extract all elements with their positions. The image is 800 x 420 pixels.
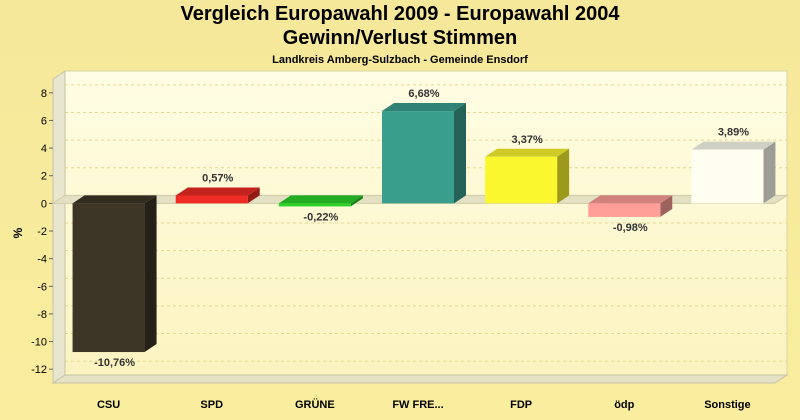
bar-side xyxy=(660,195,673,217)
y-tick-label: -4 xyxy=(37,254,47,266)
data-label: 3,89% xyxy=(718,127,749,139)
x-tick-label: SPD xyxy=(200,399,223,411)
data-label: -0,98% xyxy=(613,222,648,234)
bar-front xyxy=(485,156,558,204)
plot-side-wall xyxy=(52,70,66,384)
x-tick-label: FW FRE... xyxy=(392,399,443,411)
data-label: -0,22% xyxy=(303,211,338,223)
y-tick-label: -8 xyxy=(37,309,47,321)
bar-5[interactable] xyxy=(588,195,673,217)
bar-front xyxy=(72,203,145,353)
y-tick-label: 6 xyxy=(41,115,47,127)
bar-front xyxy=(588,203,661,217)
y-tick-label: 2 xyxy=(41,171,47,183)
bar-front xyxy=(278,203,351,207)
bar-top xyxy=(72,195,157,204)
x-tick-label: CSU xyxy=(97,399,120,411)
data-label: 6,68% xyxy=(408,88,439,100)
bar-2[interactable] xyxy=(278,195,363,207)
bar-0[interactable] xyxy=(72,195,157,353)
bar-front xyxy=(175,195,248,204)
bar-top xyxy=(691,141,776,150)
bar-side xyxy=(144,195,157,353)
y-axis-label: % xyxy=(11,227,25,238)
plot-floor xyxy=(51,374,789,384)
bar-front xyxy=(691,149,764,204)
bar-top xyxy=(175,187,260,196)
bar-side xyxy=(454,103,466,204)
bar-top xyxy=(382,103,466,112)
bar-side xyxy=(763,141,776,204)
bar-top xyxy=(485,148,570,157)
x-tick-label: Sonstige xyxy=(704,399,750,411)
data-label: 0,57% xyxy=(202,172,233,184)
y-tick-label: -12 xyxy=(31,364,47,376)
chart-title: Vergleich Europawahl 2009 - Europawahl 2… xyxy=(180,3,620,25)
bar-side xyxy=(557,148,570,204)
y-tick-label: 0 xyxy=(41,198,47,210)
y-tick-label: 4 xyxy=(41,143,47,155)
y-tick-label: -6 xyxy=(37,281,47,293)
x-tick-label: FDP xyxy=(510,399,532,411)
bar-6[interactable] xyxy=(691,141,776,204)
y-tick-label: 8 xyxy=(41,88,47,100)
chart-title-line2: Gewinn/Verlust Stimmen xyxy=(282,27,518,49)
bar-3[interactable] xyxy=(382,103,466,204)
bar-4[interactable] xyxy=(485,148,570,204)
x-tick-label: GRÜNE xyxy=(295,398,335,411)
x-tick-label: ödp xyxy=(614,399,634,411)
y-tick-label: -10 xyxy=(31,337,47,349)
chart-subtitle: Landkreis Amberg-Sulzbach - Gemeinde Ens… xyxy=(272,54,528,66)
bar-top xyxy=(588,195,673,204)
bar-front xyxy=(382,111,454,204)
bar-side xyxy=(350,195,363,207)
bar-top xyxy=(278,195,363,204)
bar-1[interactable] xyxy=(175,187,260,204)
y-tick-label: -2 xyxy=(37,226,47,238)
data-label: -10,76% xyxy=(94,357,135,369)
bar-side xyxy=(247,187,260,204)
data-label: 3,37% xyxy=(512,134,543,146)
